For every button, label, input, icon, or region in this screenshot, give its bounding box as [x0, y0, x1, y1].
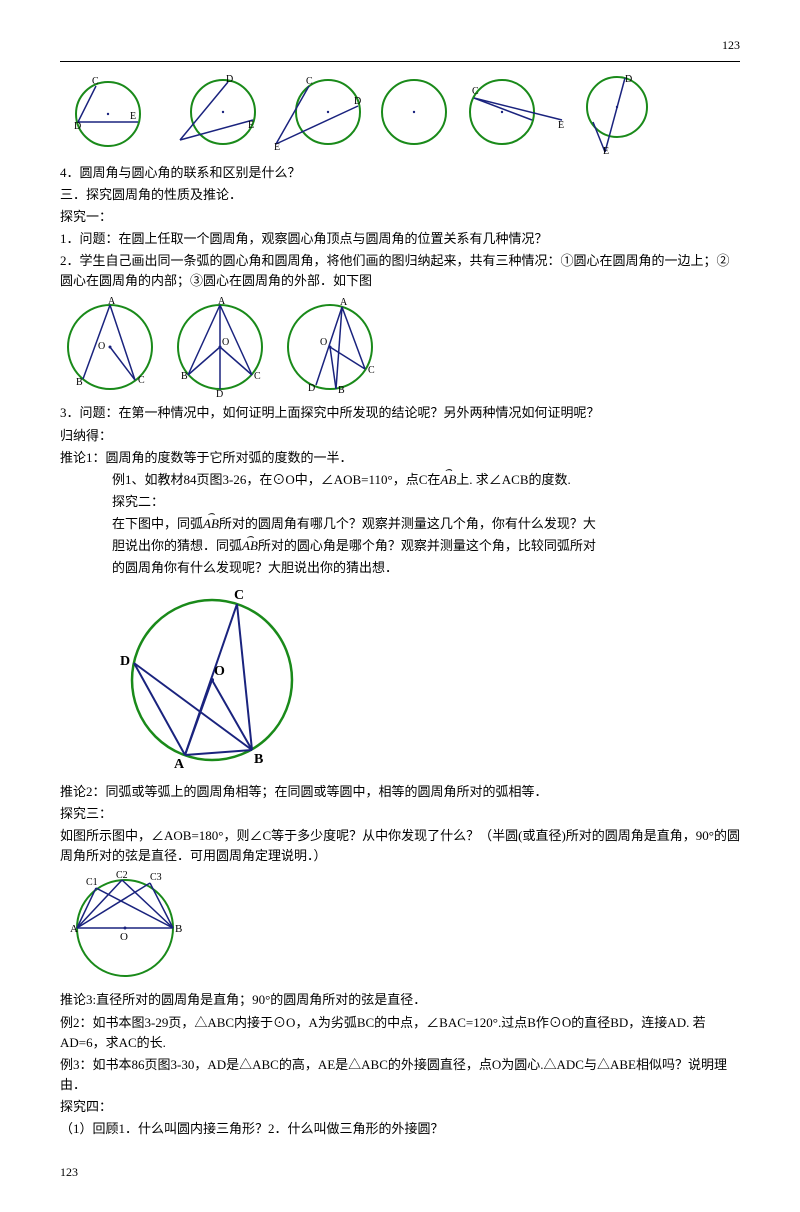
- label-A: A: [174, 757, 185, 770]
- explore-2-p2: 胆说出你的猜想．同弧AB所对的圆心角是哪个角？观察并测量这个角，比较同弧所对: [112, 536, 740, 556]
- label-O: O: [120, 931, 128, 943]
- section-3: 三．探究圆周角的性质及推论．: [60, 185, 740, 205]
- example-1: 例1、如教材84页图3-26，在⊙O中，∠AOB=110°，点C在AB上. 求∠…: [112, 470, 740, 490]
- label-C2: C2: [116, 870, 128, 881]
- label-A: A: [218, 297, 226, 307]
- label-D: D: [308, 383, 315, 394]
- corollary-2: 推论2：同弧或等弧上的圆周角相等；在同圆或等圆中，相等的圆周角所对的弧相等．: [60, 782, 740, 802]
- explore-1-title: 探究一：: [60, 207, 740, 227]
- t2-p1b: 所对的圆周角有哪几个？观察并测量这几个角，你有什么发现？大: [219, 516, 596, 531]
- label-O: O: [222, 337, 229, 348]
- label-D: D: [120, 654, 130, 669]
- label-C: C: [92, 76, 99, 87]
- explore-3-p1: 如图所示图中，∠AOB=180°，则∠C等于多少度呢？从中你发现了什么？（半圆(…: [60, 826, 740, 866]
- t2-p2b: 所对的圆心角是哪个角？观察并测量这个角，比较同弧所对: [258, 538, 596, 553]
- arc-AB-3: AB: [242, 536, 258, 556]
- explore-4-title: 探究四：: [60, 1097, 740, 1117]
- label-A: A: [70, 923, 78, 935]
- label-D: D: [625, 74, 632, 85]
- diagram-1: C D E: [60, 72, 150, 157]
- explore-2-p3: 的圆周角你有什么发现呢？大胆说出你的猜出想．: [112, 558, 740, 578]
- diagram-4: [374, 72, 454, 157]
- label-A: A: [340, 297, 348, 308]
- ex1-text-a: 例1、如教材84页图3-26，在⊙O中，∠AOB=110°，点C在: [112, 472, 440, 487]
- explore-1-q3: 3．问题：在第一种情况中，如何证明上面探究中所发现的结论呢？另外两种情况如何证明…: [60, 403, 740, 423]
- label-D: D: [354, 96, 361, 107]
- label-D: D: [74, 121, 81, 132]
- corollary-1: 推论1：圆周角的度数等于它所对弧的度数的一半．: [60, 448, 740, 468]
- diagram-case3: A O B C D: [280, 297, 380, 397]
- label-E: E: [130, 111, 136, 122]
- example-2: 例2：如书本图3-29页，△ABC内接于⊙O，A为劣弧BC的中点，∠BAC=12…: [60, 1013, 740, 1053]
- label-C: C: [472, 86, 479, 97]
- label-B: B: [181, 371, 188, 382]
- label-B: B: [76, 377, 83, 388]
- arc-AB-2: AB: [203, 514, 219, 534]
- explore-1-q2: 2．学生自己画出同一条弧的圆心角和圆周角，将他们画的图归纳起来，共有三种情况：①…: [60, 251, 740, 291]
- page-number-bottom: 123: [60, 1163, 740, 1182]
- label-D: D: [216, 389, 223, 397]
- label-B: B: [175, 923, 182, 935]
- label-O: O: [98, 341, 105, 352]
- label-O: O: [214, 664, 225, 679]
- label-B: B: [338, 385, 345, 396]
- label-C: C: [234, 588, 244, 603]
- diagram-row-top: C D E D E C E D: [60, 72, 740, 157]
- diagram-5: C E: [462, 72, 567, 157]
- diagram-2: D E: [158, 72, 258, 157]
- label-C: C: [254, 371, 261, 382]
- t2-p2a: 胆说出你的猜想．同弧: [112, 538, 242, 553]
- label-C: C: [306, 76, 313, 87]
- label-C: C: [138, 375, 145, 386]
- label-E: E: [248, 120, 254, 131]
- diagram-case2: A O B C D: [170, 297, 270, 397]
- corollary-3: 推论3:直径所对的圆周角是直角；90°的圆周角所对的弦是直径．: [60, 990, 740, 1010]
- guina-title: 归纳得：: [60, 426, 740, 446]
- label-E: E: [558, 120, 564, 131]
- header-rule: [60, 61, 740, 62]
- diagram-6: D E: [575, 72, 660, 157]
- explore-2-p1: 在下图中，同弧AB所对的圆周角有哪几个？观察并测量这几个角，你有什么发现？大: [112, 514, 740, 534]
- ex1-text-b: 上. 求∠ACB的度数.: [456, 472, 570, 487]
- t2-p1a: 在下图中，同弧: [112, 516, 203, 531]
- diagram-semicircle: A B O C1 C2 C3: [60, 870, 740, 986]
- label-D: D: [226, 74, 233, 85]
- explore-1-q1: 1．问题：在圆上任取一个圆周角，观察圆心角顶点与圆周角的位置关系有几种情况？: [60, 229, 740, 249]
- label-C1: C1: [86, 877, 98, 888]
- explore-4-q: （1）回顾1．什么叫圆内接三角形？2．什么叫做三角形的外接圆？: [60, 1119, 740, 1139]
- arc-AB-1: AB: [440, 470, 456, 490]
- diagram-case1: A O B C: [60, 297, 160, 397]
- label-C: C: [368, 365, 375, 376]
- label-E: E: [274, 142, 280, 152]
- label-C3: C3: [150, 872, 162, 883]
- diagram-3: C E D: [266, 72, 366, 157]
- label-E: E: [603, 146, 609, 157]
- diagram-row-mid: A O B C A O B C D: [60, 297, 740, 397]
- para-4: 4．圆周角与圆心角的联系和区别是什么？: [60, 163, 740, 183]
- label-O: O: [320, 337, 327, 348]
- page-number-top: 123: [60, 36, 740, 55]
- explore-3-title: 探究三：: [60, 804, 740, 824]
- diagram-large: C D O A B: [112, 585, 740, 776]
- label-B: B: [254, 752, 263, 767]
- label-A: A: [108, 297, 116, 307]
- example-3: 例3：如书本86页图3-30，AD是△ABC的高，AE是△ABC的外接圆直径，点…: [60, 1055, 740, 1095]
